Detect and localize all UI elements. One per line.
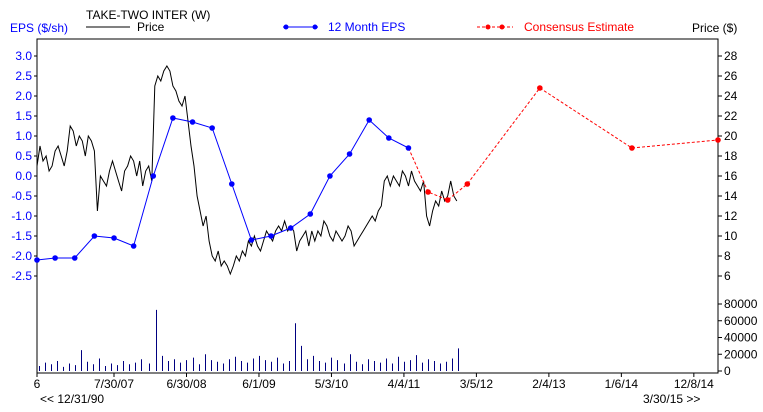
nav-left-link[interactable]: << 12/31/90 (40, 392, 104, 406)
consensus-point (629, 145, 635, 151)
price-tick-label: 6 (724, 269, 731, 283)
eps-point (52, 255, 58, 261)
volume-tick-label: 80000 (724, 297, 758, 311)
eps-tick-label: 2.5 (15, 69, 32, 83)
volume-axis-ticks: 80000 60000 40000 20000 0 (718, 297, 758, 378)
eps-point (366, 117, 372, 123)
price-line (36, 65, 458, 276)
eps-point (111, 235, 117, 241)
x-tick-label: 7/30/07 (94, 377, 134, 391)
eps-point (71, 255, 78, 261)
consensus-legend-dot (485, 24, 491, 30)
eps-tick-label: -2.5 (11, 269, 32, 283)
consensus-point (464, 181, 471, 187)
eps-point (189, 119, 196, 125)
price-tick-label: 28 (724, 49, 738, 63)
eps-point (130, 243, 137, 249)
left-axis-label: EPS ($/sh) (10, 21, 68, 35)
eps-point (287, 225, 294, 231)
price-tick-label: 14 (724, 189, 738, 203)
eps-point (150, 173, 157, 179)
eps-point (268, 233, 274, 239)
price-legend-label: Price (137, 20, 165, 34)
eps-tick-label: -2.0 (11, 249, 32, 263)
eps-tick-label: 2.0 (15, 89, 32, 103)
eps-point (307, 211, 314, 217)
eps-tick-label: 3.0 (15, 49, 32, 63)
x-tick-label: 4/4/11 (388, 377, 421, 391)
eps-tick-label: 0.0 (15, 169, 32, 183)
plot-frame (36, 38, 719, 374)
consensus-legend-dot (499, 24, 505, 30)
eps-tick-label: 0.5 (15, 149, 32, 163)
eps-tick-label: -0.5 (11, 189, 32, 203)
consensus-points (425, 85, 721, 203)
price-tick-label: 10 (724, 229, 738, 243)
x-tick-label: 6/1/09 (242, 377, 276, 391)
consensus-point (715, 137, 721, 143)
eps-point (170, 115, 176, 121)
price-tick-label: 12 (724, 209, 738, 223)
x-axis-ticks: 6 7/30/07 6/30/08 6/1/09 5/3/10 4/4/11 3/5/12 2… (34, 373, 714, 391)
eps-tick-label: -1.0 (11, 209, 32, 223)
eps-line (36, 117, 409, 261)
volume-tick-label: 20000 (724, 347, 758, 361)
price-tick-label: 18 (724, 149, 738, 163)
eps-legend-dot (283, 24, 289, 30)
price-tick-label: 20 (724, 129, 738, 143)
right-axis-label: Price ($) (692, 21, 737, 35)
chart-title: TAKE-TWO INTER (W) (86, 8, 210, 22)
volume-tick-label: 60000 (724, 314, 758, 328)
consensus-point (444, 197, 451, 203)
eps-axis-ticks: 3.0 2.5 2.0 1.5 1.0 0.5 0.0 -0.5 -1.0 -1.5 -2.0 -2.… (11, 49, 37, 283)
consensus-point (425, 189, 431, 195)
x-tick-label: 2/4/13 (532, 377, 566, 391)
eps-point (228, 181, 235, 187)
eps-point (91, 233, 98, 239)
x-tick-label: 1/6/14 (605, 377, 639, 391)
x-tick-label: 6 (34, 377, 41, 391)
eps-points (34, 115, 412, 263)
eps-tick-label: -1.5 (11, 229, 32, 243)
volume-bars (39, 309, 459, 371)
consensus-point (537, 85, 543, 91)
price-tick-label: 26 (724, 69, 738, 83)
eps-legend: 12 Month EPS (283, 20, 405, 34)
volume-tick-label: 40000 (724, 331, 758, 345)
eps-point (346, 151, 353, 157)
eps-point (327, 173, 333, 179)
eps-tick-label: 1.0 (15, 129, 32, 143)
x-tick-label: 3/5/12 (460, 377, 494, 391)
eps-point (248, 237, 255, 243)
price-tick-label: 8 (724, 249, 731, 263)
eps-legend-label: 12 Month EPS (328, 20, 405, 34)
volume-tick-label: 0 (724, 364, 731, 378)
price-axis-ticks: 28 26 24 22 20 18 16 14 12 10 8 6 (718, 49, 738, 283)
eps-point (209, 125, 215, 131)
consensus-line (408, 87, 719, 201)
nav-right-link[interactable]: 3/30/15 >> (643, 392, 700, 406)
x-tick-label: 5/3/10 (315, 377, 349, 391)
x-tick-label: 6/30/08 (166, 377, 206, 391)
eps-point (405, 145, 412, 151)
eps-legend-dot (312, 24, 318, 30)
x-tick-label: 12/8/14 (674, 377, 714, 391)
price-tick-label: 24 (724, 89, 738, 103)
price-tick-label: 16 (724, 169, 738, 183)
eps-point (386, 135, 392, 141)
consensus-legend: Consensus Estimate (477, 20, 634, 34)
eps-point (34, 257, 40, 263)
eps-tick-label: 1.5 (15, 109, 32, 123)
price-tick-label: 22 (724, 109, 738, 123)
consensus-legend-label: Consensus Estimate (524, 20, 634, 34)
